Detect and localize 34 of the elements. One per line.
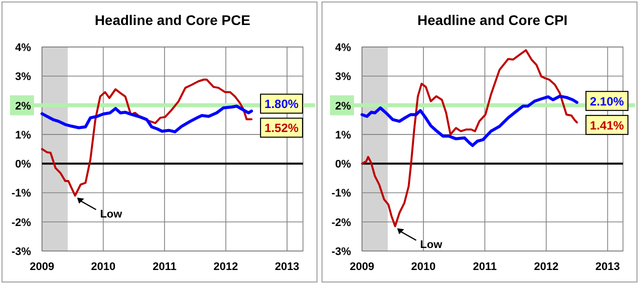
x-tick-label: 2012 bbox=[534, 261, 558, 273]
y-tick-label: -2% bbox=[11, 216, 32, 229]
x-tick-label: 2012 bbox=[214, 261, 238, 273]
y-tick-label: -2% bbox=[331, 216, 352, 229]
y-tick-label: -1% bbox=[331, 188, 352, 200]
data-label: 1.80% bbox=[264, 97, 299, 112]
x-tick-label: 2009 bbox=[30, 261, 54, 273]
data-label: 2.10% bbox=[590, 94, 624, 108]
y-tick-label: 2% bbox=[335, 100, 352, 112]
y-tick-label: 0% bbox=[335, 158, 352, 171]
y-tick-label: 4% bbox=[15, 42, 32, 54]
y-tick-label: 4% bbox=[335, 42, 352, 54]
data-label: 1.52% bbox=[264, 121, 299, 136]
x-tick-label: 2013 bbox=[595, 261, 620, 273]
y-tick-label: 3% bbox=[335, 71, 352, 84]
x-tick-label: 2011 bbox=[472, 261, 497, 273]
x-tick-label: 2013 bbox=[274, 261, 300, 273]
y-tick-label: -1% bbox=[11, 188, 32, 200]
y-tick-label: -3% bbox=[331, 246, 352, 258]
chart-title: Headline and Core PCE bbox=[94, 12, 250, 28]
x-tick-label: 2011 bbox=[152, 261, 176, 273]
annotation: Low bbox=[420, 239, 443, 252]
y-tick-label: 3% bbox=[15, 71, 32, 84]
x-tick-label: 2009 bbox=[350, 261, 374, 273]
chart-title: Headline and Core CPI bbox=[417, 12, 568, 28]
y-tick-label: -3% bbox=[11, 246, 32, 258]
y-tick-label: 2% bbox=[15, 100, 32, 112]
x-tick-label: 2010 bbox=[91, 261, 116, 273]
data-label: 1.41% bbox=[590, 118, 624, 132]
x-tick-label: 2010 bbox=[411, 261, 436, 273]
annotation: Low bbox=[100, 208, 123, 221]
y-tick-label: 1% bbox=[15, 129, 32, 142]
y-tick-label: 1% bbox=[335, 129, 352, 142]
y-tick-label: 0% bbox=[15, 158, 32, 171]
